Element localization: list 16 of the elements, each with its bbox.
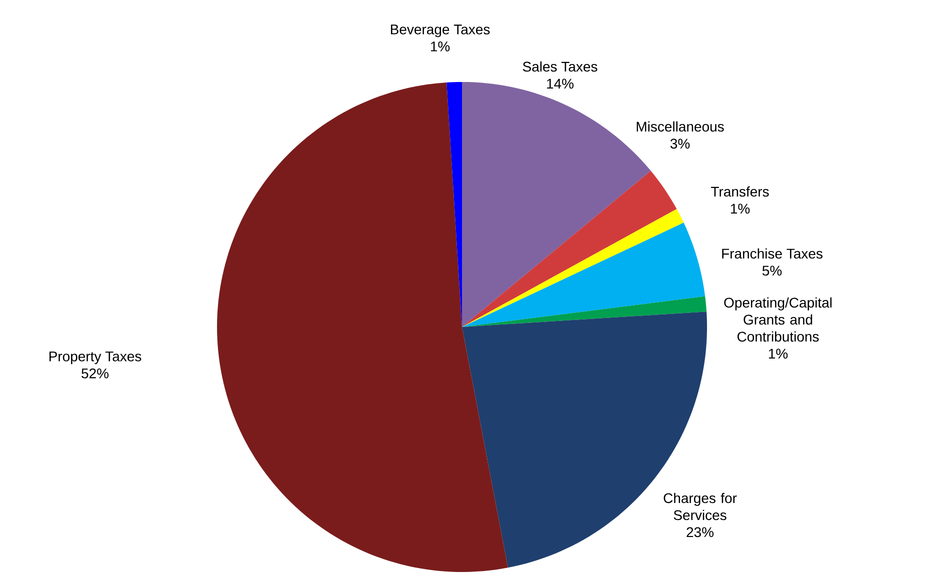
slice-label: Charges for Services (664, 492, 737, 520)
slice-label: Property Taxes (49, 352, 142, 364)
data-label: 3% (670, 138, 690, 149)
slice-label: Beverage Taxes (390, 24, 490, 38)
slice-label: Operating/Capital Grants and Contributions (724, 297, 832, 342)
slice-label: Miscellaneous (636, 121, 724, 132)
data-label: 5% (762, 266, 782, 276)
data-label: 1% (430, 42, 450, 52)
data-label: 1% (768, 348, 788, 359)
slice-label: Sales Taxes (522, 61, 598, 72)
data-label: 14% (547, 78, 574, 89)
data-label: 52% (82, 368, 109, 378)
data-label: 23% (686, 527, 714, 538)
slice-label: Franchise Taxes (722, 248, 822, 259)
data-label: 1% (730, 204, 750, 214)
slice-label: Transfers (711, 186, 769, 197)
